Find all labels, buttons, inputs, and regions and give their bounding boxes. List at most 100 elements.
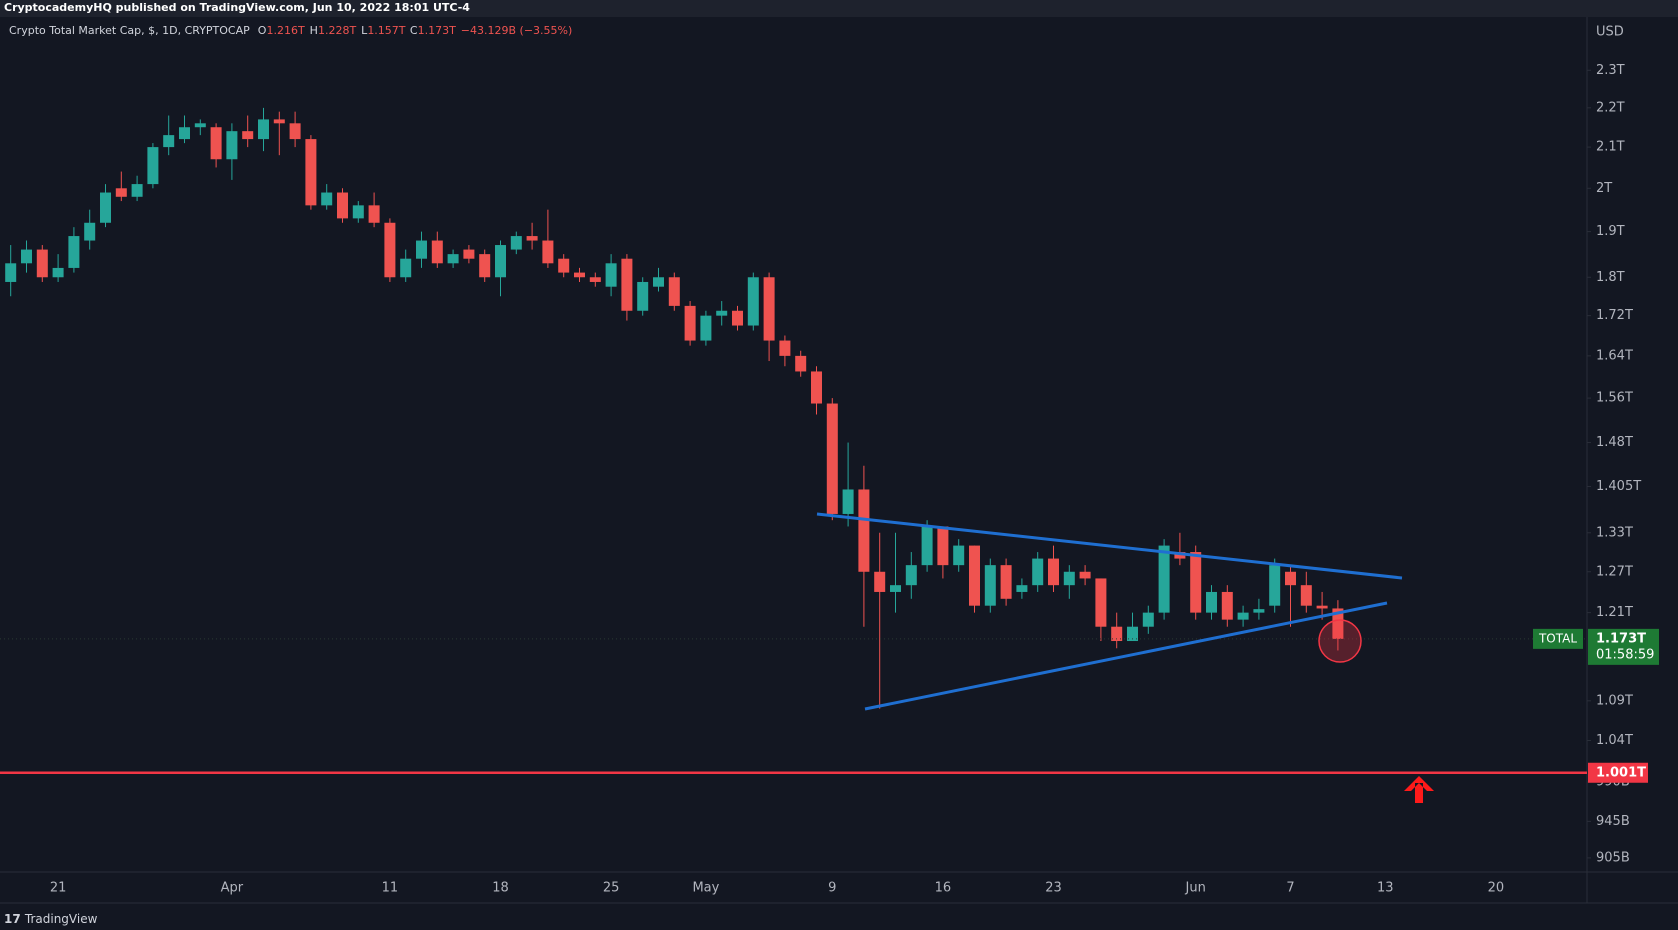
y-tick-label: 1.8T	[1596, 270, 1625, 285]
candle-body	[842, 489, 854, 514]
y-tick-label: 2.2T	[1596, 100, 1625, 115]
x-tick-label: 9	[828, 881, 836, 896]
legend-key: H	[310, 24, 318, 37]
candle-body	[179, 127, 190, 140]
highlight-circle	[1318, 619, 1362, 663]
trendline-upper	[816, 512, 1403, 580]
candle-body	[1000, 565, 1012, 599]
arrow-up	[1404, 776, 1434, 803]
candle-body	[5, 263, 17, 282]
y-tick-label: 2.1T	[1596, 140, 1625, 155]
candle-body	[937, 526, 949, 566]
header-bar	[0, 0, 1678, 17]
candle-body	[131, 184, 143, 197]
x-tick-label: 20	[1488, 881, 1505, 896]
candle-body	[1237, 612, 1249, 620]
candle-body	[368, 205, 380, 223]
candle-body	[194, 123, 206, 128]
y-tick-label: 1.33T	[1596, 525, 1633, 540]
legend-key: C	[410, 24, 418, 37]
candle-body	[558, 258, 570, 273]
candle-body	[147, 147, 159, 185]
logo: 17	[4, 912, 25, 926]
candle-body	[1032, 558, 1044, 586]
candle-body	[321, 192, 333, 206]
candle-body	[1253, 609, 1265, 613]
candle-body	[21, 249, 32, 264]
candle-body	[1142, 612, 1154, 627]
candle-body	[526, 236, 538, 241]
y-tick-label: 1.04T	[1596, 733, 1633, 748]
candle-body	[289, 123, 301, 140]
candle-body	[52, 267, 64, 278]
x-tick-label: 7	[1286, 881, 1294, 896]
candle-body	[653, 277, 664, 287]
x-tick-label: Apr	[221, 881, 244, 896]
candle-body	[510, 236, 522, 250]
candle-body	[1063, 571, 1075, 586]
level-label: 1.001T	[1596, 765, 1646, 780]
candle-body	[242, 131, 254, 140]
x-tick-label: 13	[1377, 881, 1394, 896]
candle-body	[589, 277, 601, 282]
y-tick-label: 905B	[1596, 850, 1630, 865]
candle-body	[163, 135, 175, 148]
candle-body	[115, 188, 127, 197]
candle-body	[384, 222, 396, 278]
candle-body	[305, 139, 317, 206]
plot	[0, 107, 1587, 775]
candle-body	[400, 258, 412, 278]
candle-body	[100, 192, 111, 223]
level-label-bg	[1588, 762, 1648, 783]
candle-body	[621, 258, 633, 311]
legend-value: 1.173T	[418, 24, 456, 37]
candle-body	[68, 236, 80, 268]
y-tick-label: 1.64T	[1596, 348, 1633, 363]
legend-change: −43.129B (−3.55%)	[461, 24, 573, 37]
y-tick-label: 2T	[1596, 181, 1612, 196]
candle-body	[1332, 608, 1344, 639]
candle-body	[574, 272, 585, 278]
y-tick-label: 1.21T	[1596, 605, 1633, 620]
candle-body	[258, 119, 269, 140]
candle-body	[1221, 591, 1233, 620]
candle-body	[36, 249, 48, 278]
candle-body	[542, 240, 554, 264]
candle-body	[479, 254, 491, 278]
candle-body	[858, 489, 870, 572]
candle-body	[337, 192, 348, 219]
x-tick-label: May	[692, 881, 719, 896]
y-tick-label: 2.3T	[1596, 63, 1625, 78]
candle-body	[905, 565, 917, 586]
legend-value: 1.157T	[367, 24, 405, 37]
trendline-lower	[864, 601, 1388, 711]
candle-body	[210, 127, 222, 160]
candle-body	[84, 222, 96, 241]
x-tick-label: 21	[50, 881, 67, 896]
candle-body	[416, 240, 427, 259]
legend-value: 1.228T	[318, 24, 356, 37]
candle-body	[890, 585, 901, 592]
y-tick-label: 945B	[1596, 814, 1630, 829]
candle-body	[953, 545, 965, 566]
legend-key: O	[258, 24, 267, 37]
footer: 17 TradingView	[4, 912, 98, 926]
candle-body	[921, 526, 933, 566]
candle-body	[352, 205, 364, 219]
candle-body	[605, 263, 617, 287]
legend-key: L	[361, 24, 368, 37]
x-tick-label: Jun	[1185, 881, 1206, 896]
candle-body	[1285, 571, 1296, 586]
candle-body	[495, 245, 506, 278]
candle-body	[447, 254, 459, 264]
candle-body	[984, 565, 996, 606]
candle-body	[463, 249, 475, 259]
candle-body	[1079, 571, 1091, 579]
candle-body	[1190, 552, 1202, 613]
candle-body	[1206, 591, 1217, 613]
candle-body	[1016, 585, 1028, 592]
header: CryptocademyHQ published on TradingView.…	[4, 1, 470, 14]
